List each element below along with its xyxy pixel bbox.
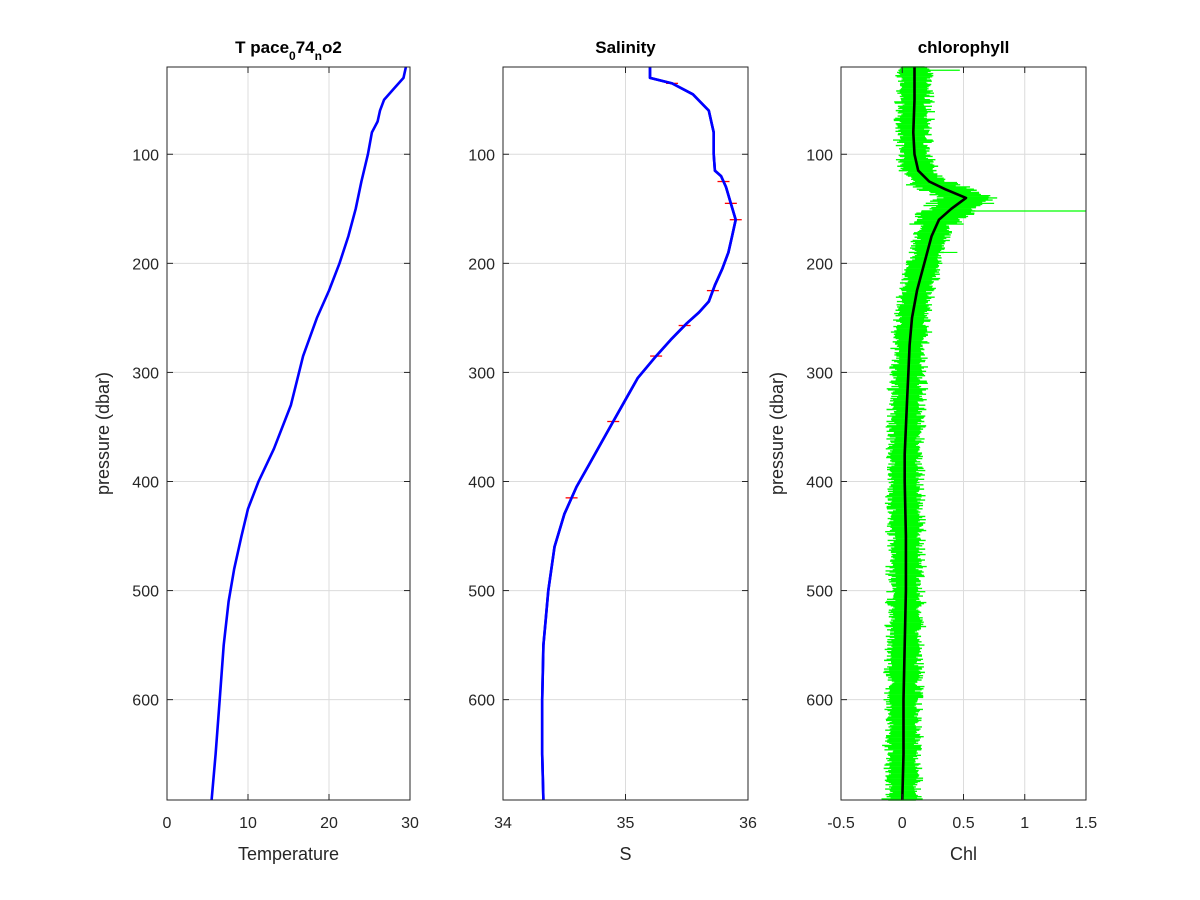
x-tick-label: 0.5 xyxy=(952,815,974,832)
x-axis-label: S xyxy=(619,844,631,864)
salinity-line xyxy=(540,67,738,801)
y-tick-label: 100 xyxy=(468,147,495,164)
x-tick-label: 30 xyxy=(401,815,419,832)
panel-3: -0.5 0 0.5 1 1.5 100 200 300 400 500 600 Chl pressur… xyxy=(767,38,1097,864)
y-axis-label: pressure (dbar) xyxy=(93,372,113,495)
x-tick-label: 20 xyxy=(320,815,338,832)
x-tick-label: 0 xyxy=(163,815,172,832)
x-tick-label: 10 xyxy=(239,815,257,832)
axes-frame xyxy=(166,66,411,801)
y-tick-label: 200 xyxy=(468,256,495,273)
y-tick-label: 100 xyxy=(132,147,159,164)
x-tick-label: 1 xyxy=(1020,815,1029,832)
y-tick-label: 600 xyxy=(806,693,833,710)
x-tick-label: 35 xyxy=(617,815,635,832)
y-tick-label: 300 xyxy=(806,365,833,382)
y-tick-label: 600 xyxy=(132,693,159,710)
y-tick-label: 600 xyxy=(468,693,495,710)
x-tick-label: 0 xyxy=(898,815,907,832)
chart-title: chlorophyll xyxy=(918,38,1010,57)
y-tick-label: 500 xyxy=(468,584,495,601)
y-tick-label: 500 xyxy=(806,584,833,601)
panel-2: 34 35 36 100 200 300 400 500 600 S Salinity xyxy=(468,38,757,864)
y-tick-label: 300 xyxy=(468,365,495,382)
x-axis-label: Temperature xyxy=(238,844,339,864)
x-tick-label: 1.5 xyxy=(1075,815,1097,832)
y-tick-label: 400 xyxy=(468,474,495,491)
y-axis-label: pressure (dbar) xyxy=(767,372,787,495)
plot-area xyxy=(167,67,410,800)
y-tick-label: 100 xyxy=(806,147,833,164)
chart-title: Salinity xyxy=(595,38,656,57)
y-tick-label: 400 xyxy=(806,474,833,491)
y-tick-label: 400 xyxy=(132,474,159,491)
x-tick-label: -0.5 xyxy=(827,815,855,832)
y-tick-label: 200 xyxy=(132,256,159,273)
x-axis-label: Chl xyxy=(950,844,977,864)
series-line-2 xyxy=(901,67,968,801)
x-tick-label: 36 xyxy=(739,815,757,832)
x-tick-label: 34 xyxy=(494,815,512,832)
y-tick-label: 200 xyxy=(806,256,833,273)
series-line-1 xyxy=(210,66,408,801)
y-tick-label: 300 xyxy=(132,365,159,382)
chart-title: T pace074no2 xyxy=(235,38,342,63)
panel-1: 0 10 20 30 100 200 300 400 500 600 Temperature pres… xyxy=(93,38,419,864)
y-tick-label: 500 xyxy=(132,584,159,601)
